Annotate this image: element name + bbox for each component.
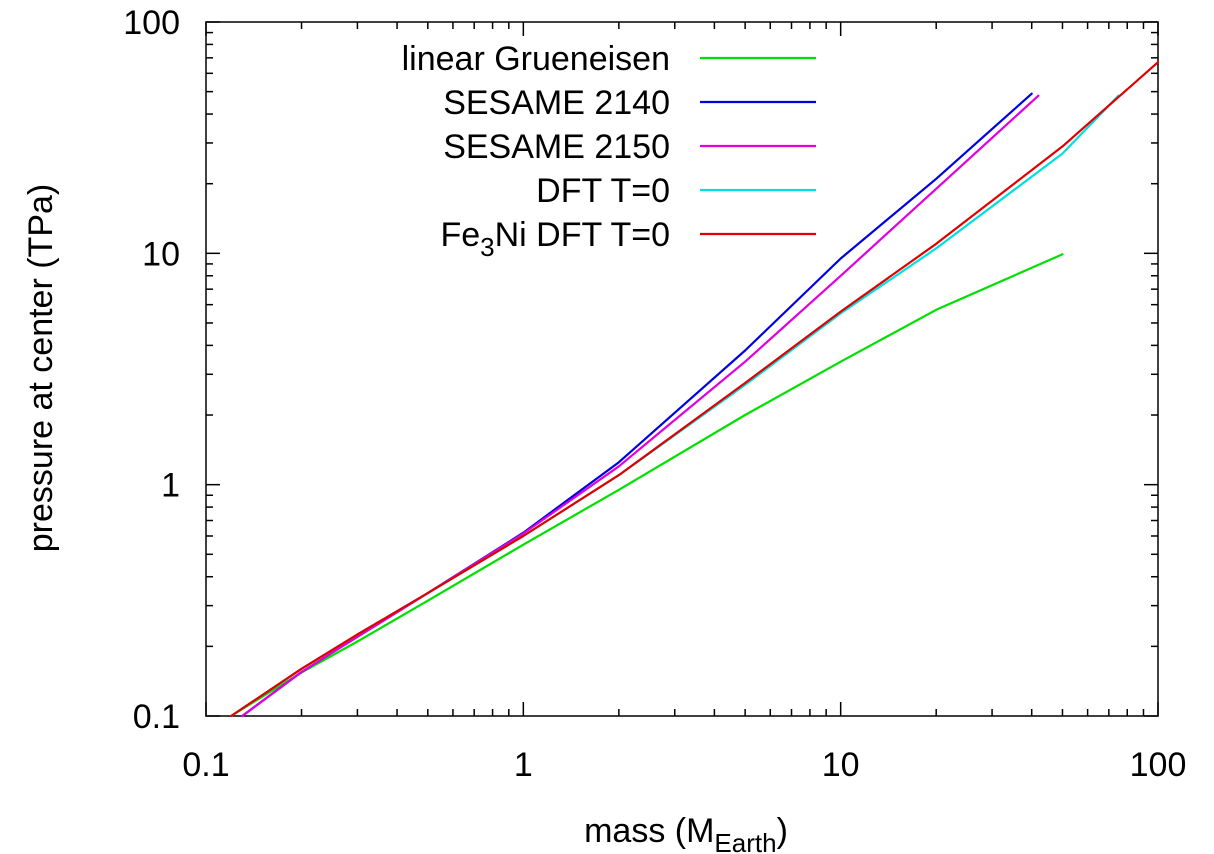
y-tick-label: 10 bbox=[142, 235, 180, 273]
y-tick-label: 1 bbox=[161, 467, 180, 505]
legend: linear Grueneisen SESAME 2140 SESAME 2150 D… bbox=[402, 40, 816, 262]
x-tick-label: 10 bbox=[822, 746, 860, 784]
x-tick-label: 1 bbox=[514, 746, 533, 784]
legend-label-4: DFT T=0 bbox=[536, 172, 670, 210]
x-tick-label: 100 bbox=[1130, 746, 1187, 784]
x-tick-label: 0.1 bbox=[182, 746, 229, 784]
series-line-1 bbox=[230, 253, 1064, 718]
legend-label-3: SESAME 2150 bbox=[443, 128, 670, 166]
y-axis-label: pressure at center (TPa) bbox=[22, 184, 60, 552]
series-line-3 bbox=[241, 94, 1040, 718]
series-line-5 bbox=[230, 61, 1160, 718]
legend-label-1: linear Grueneisen bbox=[402, 40, 670, 78]
x-axis-label: mass (MEarth) bbox=[584, 812, 788, 854]
series-lines bbox=[230, 61, 1160, 718]
tick-labels: 0.1 1 10 100 0.1 1 10 100 bbox=[123, 4, 1186, 784]
y-tick-label: 0.1 bbox=[133, 698, 180, 736]
axis-ticks bbox=[205, 21, 1159, 717]
legend-label-2: SESAME 2140 bbox=[443, 84, 670, 122]
legend-label-5: Fe3Ni DFT T=0 bbox=[440, 216, 670, 262]
y-tick-label: 100 bbox=[123, 4, 180, 42]
series-line-4 bbox=[230, 94, 1120, 718]
plot-frame bbox=[205, 21, 1159, 717]
plot-border bbox=[205, 21, 1159, 717]
